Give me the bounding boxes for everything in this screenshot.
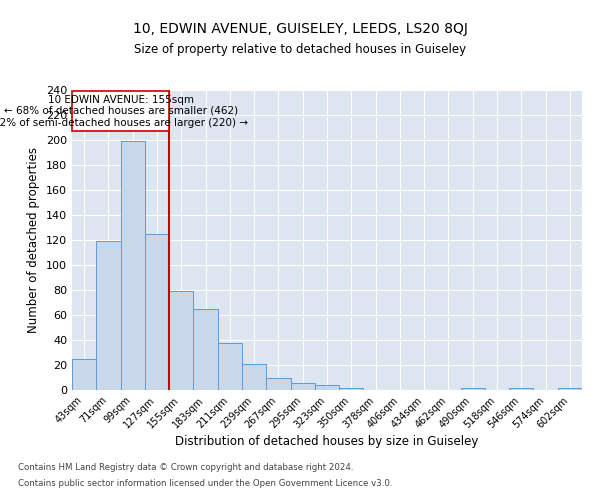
Text: 10, EDWIN AVENUE, GUISELEY, LEEDS, LS20 8QJ: 10, EDWIN AVENUE, GUISELEY, LEEDS, LS20 … [133,22,467,36]
Text: Contains public sector information licensed under the Open Government Licence v3: Contains public sector information licen… [18,478,392,488]
FancyBboxPatch shape [72,91,169,131]
Bar [218,342,242,390]
Text: Size of property relative to detached houses in Guiseley: Size of property relative to detached ho… [134,42,466,56]
Bar [266,378,290,390]
Bar [461,388,485,390]
Bar [96,242,121,390]
Text: 32% of semi-detached houses are larger (220) →: 32% of semi-detached houses are larger (… [0,118,248,128]
Bar [315,385,339,390]
Bar [558,388,582,390]
Bar [72,359,96,390]
Bar [193,308,218,390]
Bar [169,291,193,390]
Bar [145,234,169,390]
Bar [121,141,145,390]
Text: 10 EDWIN AVENUE: 155sqm: 10 EDWIN AVENUE: 155sqm [47,95,194,106]
Text: ← 68% of detached houses are smaller (462): ← 68% of detached houses are smaller (46… [4,106,238,116]
X-axis label: Distribution of detached houses by size in Guiseley: Distribution of detached houses by size … [175,436,479,448]
Bar [242,364,266,390]
Text: Contains HM Land Registry data © Crown copyright and database right 2024.: Contains HM Land Registry data © Crown c… [18,464,353,472]
Y-axis label: Number of detached properties: Number of detached properties [28,147,40,333]
Bar [290,382,315,390]
Bar [509,388,533,390]
Bar [339,388,364,390]
